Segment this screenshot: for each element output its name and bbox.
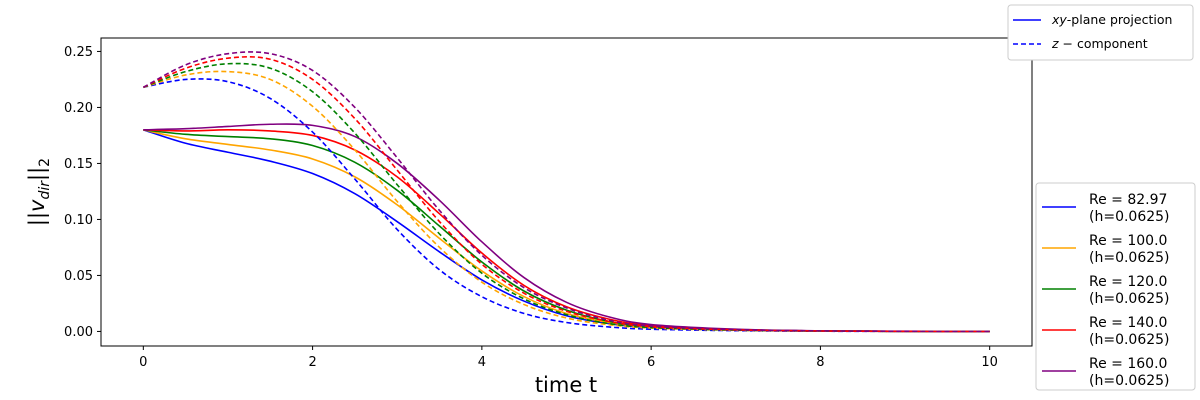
legend-label-h-1: (h=0.0625) xyxy=(1089,250,1170,266)
legend-label-h-0: (h=0.0625) xyxy=(1089,209,1170,225)
x-tick-label: 4 xyxy=(478,355,486,370)
series-line-6-z-component xyxy=(143,70,990,333)
legend-label-z-component: z − component xyxy=(1051,36,1148,51)
series-layer xyxy=(142,51,990,333)
style-legend: xy-plane projection z − component xyxy=(1007,4,1194,61)
legend-label-re-2: Re = 120.0 xyxy=(1089,274,1167,290)
legend-label-re-0: Re = 82.97 xyxy=(1089,192,1167,208)
series-line-3-xy-plane xyxy=(143,129,990,333)
series-line-2-xy-plane xyxy=(143,129,990,333)
series-line-7-z-component xyxy=(143,62,990,333)
x-tick-label: 0 xyxy=(139,355,147,370)
series-legend: Re = 82.97(h=0.0625)Re = 100.0(h=0.0625)… xyxy=(1035,182,1196,391)
legend-label-h-3: (h=0.0625) xyxy=(1089,332,1170,348)
legend-label-xy-plane: xy-plane projection xyxy=(1051,12,1172,27)
series-line-9-z-component xyxy=(142,51,990,333)
x-tick-label: 10 xyxy=(981,355,998,370)
y-tick-label: 0.15 xyxy=(64,157,93,172)
series-line-0-xy-plane xyxy=(143,129,990,333)
series-legend-frame xyxy=(1035,182,1196,391)
style-legend-frame xyxy=(1007,4,1194,61)
y-axis: 0.00 0.05 0.10 0.15 0.20 0.25 xyxy=(64,45,101,340)
x-tick-label: 6 xyxy=(647,355,655,370)
x-tick-label: 8 xyxy=(816,355,824,370)
legend-label-re-1: Re = 100.0 xyxy=(1089,233,1167,249)
y-tick-label: 0.20 xyxy=(64,101,93,116)
x-axis-title: time t xyxy=(535,373,597,397)
x-axis: 0 2 4 6 8 10 xyxy=(139,346,998,370)
y-tick-label: 0.25 xyxy=(64,45,93,60)
y-axis-title: ||vdir||2 xyxy=(25,158,53,226)
plot-frame xyxy=(100,37,1033,347)
y-tick-label: 0.00 xyxy=(64,325,93,340)
legend-label-h-2: (h=0.0625) xyxy=(1089,291,1170,307)
y-tick-label: 0.10 xyxy=(64,213,93,228)
svg-text:||vdir||2: ||vdir||2 xyxy=(25,158,53,226)
legend-label-re-4: Re = 160.0 xyxy=(1089,356,1167,372)
series-line-1-xy-plane xyxy=(143,129,990,333)
series-line-8-z-component xyxy=(142,56,990,333)
series-line-5-z-component xyxy=(143,78,990,333)
y-tick-label: 0.05 xyxy=(64,269,93,284)
x-tick-label: 2 xyxy=(308,355,316,370)
legend-label-re-3: Re = 140.0 xyxy=(1089,315,1167,331)
legend-label-h-4: (h=0.0625) xyxy=(1089,373,1170,389)
series-line-4-xy-plane xyxy=(143,123,990,333)
